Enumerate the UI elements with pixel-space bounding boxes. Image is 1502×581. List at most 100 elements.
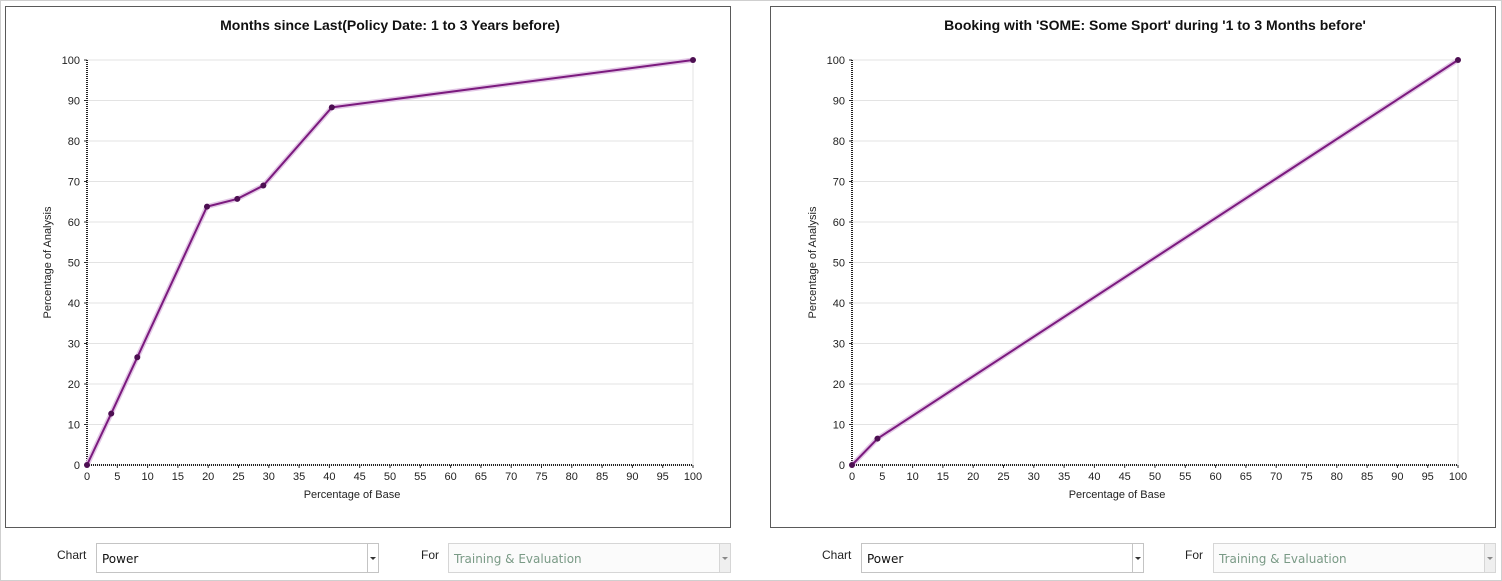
- data-point: [134, 354, 141, 361]
- x-tick-label: 90: [626, 471, 638, 483]
- x-tick-label: 30: [263, 471, 275, 483]
- data-point: [849, 462, 855, 468]
- x-tick-label: 25: [997, 471, 1009, 483]
- for-value: Training & Evaluation: [454, 552, 582, 566]
- x-axis-label: Percentage of Base: [1069, 489, 1166, 501]
- y-tick-label: 30: [833, 339, 845, 351]
- x-tick-label: 15: [172, 471, 184, 483]
- for-value: Training & Evaluation: [1219, 552, 1347, 566]
- x-tick-label: 45: [1119, 471, 1131, 483]
- chevron-down-icon[interactable]: [367, 544, 378, 572]
- chart-type-value: Power: [867, 552, 904, 566]
- y-tick-label: 90: [833, 96, 845, 108]
- y-tick-label: 10: [833, 420, 845, 432]
- data-point: [260, 182, 267, 189]
- chart-panel-right: Booking with 'SOME: Some Sport' during '…: [770, 6, 1496, 528]
- x-axis-label: Percentage of Base: [304, 489, 401, 501]
- y-tick-label: 0: [839, 460, 845, 472]
- x-tick-label: 90: [1391, 471, 1403, 483]
- data-point: [234, 195, 241, 202]
- y-tick-label: 60: [68, 217, 80, 229]
- data-point: [328, 104, 335, 111]
- data-point: [203, 203, 210, 210]
- x-tick-label: 100: [1449, 471, 1467, 483]
- chart-type-label: Chart: [822, 548, 852, 562]
- chart-title: Months since Last(Policy Date: 1 to 3 Ye…: [220, 17, 560, 33]
- for-select[interactable]: Training & Evaluation: [1213, 543, 1496, 573]
- chart-type-value: Power: [102, 552, 139, 566]
- y-tick-label: 70: [68, 177, 80, 189]
- x-tick-label: 5: [879, 471, 885, 483]
- x-tick-label: 15: [937, 471, 949, 483]
- x-tick-label: 95: [657, 471, 669, 483]
- x-tick-label: 40: [1088, 471, 1100, 483]
- x-tick-label: 100: [684, 471, 702, 483]
- y-tick-label: 50: [68, 258, 80, 270]
- y-tick-label: 90: [68, 96, 80, 108]
- chart-right: Booking with 'SOME: Some Sport' during '…: [807, 17, 1467, 501]
- y-tick-label: 80: [833, 136, 845, 148]
- y-axis-label: Percentage of Analysis: [42, 206, 54, 318]
- y-tick-label: 10: [68, 420, 80, 432]
- x-tick-label: 75: [1300, 471, 1312, 483]
- x-tick-label: 40: [323, 471, 335, 483]
- x-tick-label: 0: [849, 471, 855, 483]
- chevron-down-icon[interactable]: [1484, 544, 1495, 572]
- for-select[interactable]: Training & Evaluation: [448, 543, 731, 573]
- data-point: [1455, 57, 1461, 63]
- data-point: [690, 57, 696, 63]
- x-tick-label: 70: [1270, 471, 1282, 483]
- x-tick-label: 20: [967, 471, 979, 483]
- chevron-down-icon[interactable]: [719, 544, 730, 572]
- chart-type-select[interactable]: Power: [96, 543, 379, 573]
- chart-type-select[interactable]: Power: [861, 543, 1144, 573]
- x-tick-label: 0: [84, 471, 90, 483]
- x-tick-label: 25: [232, 471, 244, 483]
- x-tick-label: 80: [1331, 471, 1343, 483]
- data-point: [84, 462, 90, 468]
- x-tick-label: 55: [1179, 471, 1191, 483]
- y-tick-label: 80: [68, 136, 80, 148]
- for-label: For: [421, 548, 439, 562]
- chart-type-label: Chart: [57, 548, 87, 562]
- y-tick-label: 60: [833, 217, 845, 229]
- y-tick-label: 50: [833, 258, 845, 270]
- data-point: [108, 410, 115, 417]
- y-tick-label: 20: [833, 379, 845, 391]
- x-tick-label: 80: [566, 471, 578, 483]
- x-tick-label: 55: [414, 471, 426, 483]
- x-tick-label: 95: [1422, 471, 1434, 483]
- x-tick-label: 10: [141, 471, 153, 483]
- x-tick-label: 65: [1240, 471, 1252, 483]
- y-tick-label: 20: [68, 379, 80, 391]
- for-label: For: [1185, 548, 1203, 562]
- chart-left: Months since Last(Policy Date: 1 to 3 Ye…: [42, 17, 702, 501]
- chart-panel-left: Months since Last(Policy Date: 1 to 3 Ye…: [5, 6, 731, 528]
- y-tick-label: 100: [827, 55, 845, 67]
- series-line: [86, 59, 694, 466]
- x-tick-label: 50: [384, 471, 396, 483]
- data-point: [874, 435, 881, 442]
- x-tick-label: 70: [505, 471, 517, 483]
- x-tick-label: 20: [202, 471, 214, 483]
- x-tick-label: 35: [293, 471, 305, 483]
- chevron-down-icon[interactable]: [1132, 544, 1143, 572]
- x-tick-label: 85: [1361, 471, 1373, 483]
- y-tick-label: 40: [68, 298, 80, 310]
- y-tick-label: 70: [833, 177, 845, 189]
- y-axis-label: Percentage of Analysis: [807, 206, 819, 318]
- x-tick-label: 50: [1149, 471, 1161, 483]
- y-tick-label: 30: [68, 339, 80, 351]
- y-tick-label: 40: [833, 298, 845, 310]
- x-tick-label: 75: [535, 471, 547, 483]
- x-tick-label: 30: [1028, 471, 1040, 483]
- x-tick-label: 85: [596, 471, 608, 483]
- x-tick-label: 45: [354, 471, 366, 483]
- chart-title: Booking with 'SOME: Some Sport' during '…: [944, 17, 1366, 33]
- y-tick-label: 0: [74, 460, 80, 472]
- x-tick-label: 10: [906, 471, 918, 483]
- x-tick-label: 5: [114, 471, 120, 483]
- x-tick-label: 60: [444, 471, 456, 483]
- y-tick-label: 100: [62, 55, 80, 67]
- x-tick-label: 60: [1209, 471, 1221, 483]
